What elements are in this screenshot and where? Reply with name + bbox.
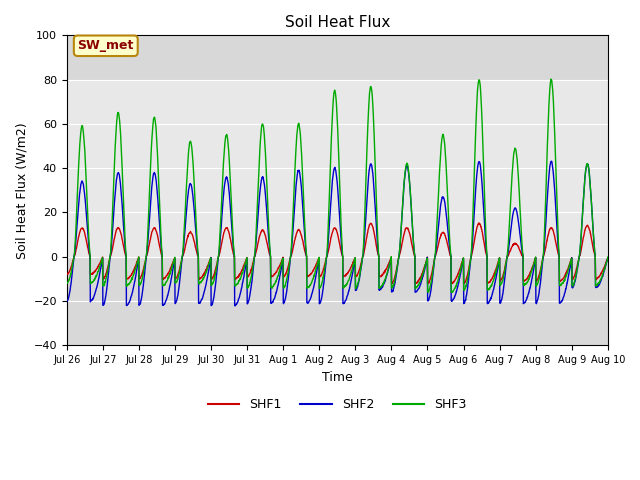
SHF3 xyxy=(604,254,612,260)
SHF1 xyxy=(495,257,502,263)
SHF3 xyxy=(572,275,579,281)
SHF2 xyxy=(353,285,361,291)
SHF1 xyxy=(557,277,564,283)
SHF1 xyxy=(353,273,360,279)
SHF2 xyxy=(548,158,556,164)
SHF2 xyxy=(231,303,239,309)
Line: SHF1: SHF1 xyxy=(67,223,608,284)
Y-axis label: Soil Heat Flux (W/m2): Soil Heat Flux (W/m2) xyxy=(15,122,28,259)
SHF3 xyxy=(495,259,502,265)
SHF3 xyxy=(353,284,360,289)
SHF3 xyxy=(214,258,221,264)
SHF1 xyxy=(604,255,612,261)
Line: SHF2: SHF2 xyxy=(67,161,608,306)
SHF2 xyxy=(365,172,372,178)
SHF3 xyxy=(448,289,456,295)
SHF1 xyxy=(448,281,456,287)
Bar xyxy=(67,80,608,257)
Title: Soil Heat Flux: Soil Heat Flux xyxy=(285,15,390,30)
SHF1 xyxy=(214,257,221,263)
SHF3 xyxy=(63,280,70,286)
SHF1 xyxy=(365,226,372,231)
SHF3 xyxy=(365,108,372,113)
SHF2 xyxy=(214,262,221,267)
SHF2 xyxy=(495,261,502,267)
SHF1 xyxy=(572,270,579,276)
SHF3 xyxy=(547,76,555,82)
SHF1 xyxy=(475,220,483,226)
Text: SW_met: SW_met xyxy=(77,39,134,52)
Legend: SHF1, SHF2, SHF3: SHF1, SHF2, SHF3 xyxy=(203,394,472,417)
SHF2 xyxy=(557,300,564,306)
SHF2 xyxy=(63,299,70,304)
X-axis label: Time: Time xyxy=(322,371,353,384)
Line: SHF3: SHF3 xyxy=(67,79,608,292)
SHF2 xyxy=(572,276,579,282)
SHF2 xyxy=(604,255,612,261)
SHF1 xyxy=(63,271,70,276)
SHF3 xyxy=(557,281,564,287)
